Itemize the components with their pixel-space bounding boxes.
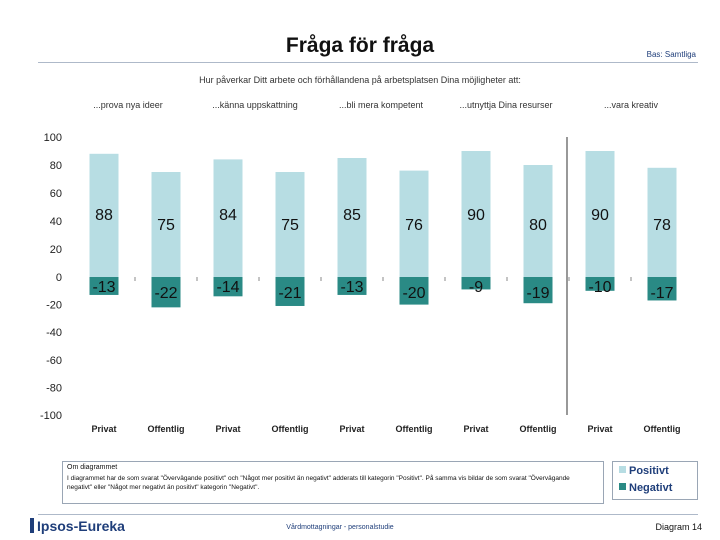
note-title: Om diagrammet [67,464,118,471]
bar-negative [337,277,367,295]
logo-text: Ipsos-Eureka [37,518,125,534]
legend-label-positive: Positivt [629,465,669,477]
data-label-positive: 90 [591,207,609,224]
category-label: Offentlig [148,424,185,434]
data-label-positive: 78 [653,217,671,234]
bar-positive [89,153,119,277]
bar-negative [275,277,305,306]
footer-divider [38,514,698,515]
group-header-4: ...utnyttja Dina resurser [459,100,553,110]
data-label-negative: -19 [526,285,549,302]
y-tick-label: -100 [40,410,62,422]
bar-negative [151,277,181,308]
y-tick-label: 100 [44,132,62,144]
bar-positive [399,170,429,277]
y-tick-label: 0 [56,272,62,284]
category-label: Offentlig [396,424,433,434]
data-label-negative: -13 [340,279,363,296]
bar-negative [89,277,119,295]
legend-item-negative: Negativt [619,482,672,494]
title-divider [38,62,698,63]
group-header-1: ...prova nya ideer [93,100,163,110]
note-text: I diagrammet har de som svarat "Överväga… [67,475,570,491]
y-tick-label: 20 [50,244,62,256]
category-label: Privat [587,424,612,434]
y-tick-label: 40 [50,216,62,228]
bar-negative [585,277,615,291]
data-label-negative: -17 [650,285,673,302]
data-label-negative: -13 [92,279,115,296]
bar-negative [399,277,429,305]
category-label: Privat [339,424,364,434]
bar-positive [213,159,243,277]
page-number: Diagram 14 [655,522,702,532]
data-label-positive: 90 [467,207,485,224]
bar-negative [523,277,553,304]
y-tick-label: -80 [46,382,62,394]
legend-item-positive: Positivt [619,465,669,477]
logo-mark-icon [30,518,34,533]
category-label: Offentlig [644,424,681,434]
chart-note: Om diagrammet I diagrammet har de som sv… [62,461,604,504]
bar-negative [647,277,677,301]
legend-swatch-negative [619,483,626,490]
bar-positive [647,167,677,277]
category-label: Offentlig [520,424,557,434]
data-label-positive: 88 [95,207,113,224]
y-tick-label: 80 [50,160,62,172]
category-label: Privat [215,424,240,434]
bar-positive [337,158,367,277]
bar-positive [585,151,615,277]
bar-positive [523,165,553,277]
data-label-positive: 75 [281,217,299,234]
bar-positive [275,172,305,277]
data-label-negative: -14 [216,279,239,296]
y-tick-label: -60 [46,355,62,367]
legend-swatch-positive [619,466,626,473]
chart-legend: Positivt Negativt [612,461,698,500]
data-label-negative: -10 [588,279,611,296]
data-label-negative: -20 [402,285,425,302]
data-label-negative: -21 [278,285,301,302]
bar-negative [213,277,243,297]
category-label: Privat [463,424,488,434]
bar-positive [151,172,181,277]
footer-study-name: Vårdmottagningar - personalstudie [286,524,394,531]
data-label-positive: 84 [219,207,237,224]
category-label: Privat [91,424,116,434]
data-label-negative: -9 [469,279,483,296]
group-header-5: ...vara kreativ [603,100,659,110]
bar-positive [461,151,491,277]
legend-label-negative: Negativt [629,482,673,494]
bar-negative [461,277,491,290]
data-label-negative: -22 [154,285,177,302]
slide-title: Fråga för fråga [285,34,435,57]
data-label-positive: 76 [405,217,423,234]
y-tick-label: -20 [46,300,62,312]
category-label: Offentlig [272,424,309,434]
group-header-2: ...känna uppskattning [212,100,298,110]
y-tick-label: -40 [46,327,62,339]
data-label-positive: 85 [343,207,361,224]
data-label-positive: 80 [529,217,547,234]
base-label: Bas: Samtliga [646,50,696,59]
data-label-positive: 75 [157,217,175,234]
y-tick-label: 60 [50,188,62,200]
group-header-3: ...bli mera kompetent [338,100,424,110]
question-text: Hur påverkar Ditt arbete och förhållande… [199,75,521,85]
ipsos-eureka-logo: Ipsos-Eureka [30,518,125,534]
